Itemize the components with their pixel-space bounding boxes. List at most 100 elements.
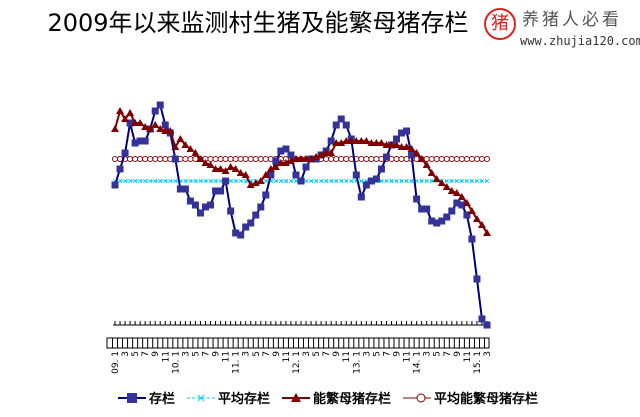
average-marker (187, 155, 194, 163)
data-point (256, 177, 265, 184)
average-marker (198, 178, 203, 184)
average-marker (203, 178, 208, 184)
data-point (241, 171, 250, 178)
average-marker (328, 155, 335, 163)
average-marker (188, 178, 193, 184)
x-tick-label: 5 (191, 351, 201, 357)
average-marker (127, 178, 133, 184)
average-marker (444, 178, 449, 184)
data-point (111, 181, 119, 189)
average-marker (399, 178, 404, 184)
data-point (337, 139, 346, 146)
data-point (352, 171, 360, 179)
average-marker (158, 178, 163, 184)
data-point (161, 121, 169, 129)
x-tick-label: 7 (382, 351, 392, 357)
data-point (387, 141, 396, 148)
average-marker (143, 178, 148, 184)
data-point (221, 167, 230, 174)
average-marker (363, 155, 370, 163)
x-tick-label: 7 (201, 351, 211, 357)
data-point (181, 141, 190, 148)
data-point (176, 135, 185, 142)
x-tick-label: 3 (302, 351, 312, 357)
data-point (438, 217, 446, 225)
data-point (457, 193, 466, 200)
x-tick-label: 3 (362, 351, 372, 357)
data-point (246, 181, 255, 188)
data-point (367, 177, 375, 185)
average-marker (424, 178, 429, 184)
x-tick-label: 11. 1 (232, 351, 242, 374)
data-point (247, 219, 255, 227)
average-marker (217, 155, 224, 163)
data-point (297, 177, 305, 185)
x-tick-label: 9 (393, 351, 403, 357)
x-tick-label: 5 (433, 351, 443, 357)
average-marker (453, 155, 460, 163)
average-marker (334, 178, 339, 184)
data-point (171, 155, 179, 163)
x-tick-label: 5 (372, 351, 382, 357)
data-point (281, 159, 290, 166)
average-marker (333, 155, 340, 163)
average-marker (278, 178, 284, 184)
data-point (317, 151, 326, 158)
data-point (332, 121, 340, 129)
average-marker (478, 155, 486, 163)
average-marker (468, 155, 475, 163)
data-point (377, 165, 385, 173)
data-point (111, 125, 119, 132)
data-point (226, 163, 235, 170)
data-point (342, 121, 350, 129)
average-marker (308, 178, 314, 184)
data-point (252, 211, 260, 219)
data-point (131, 119, 140, 126)
chart-title: 2009年以来监测村生猪及能繁母猪存栏 (47, 9, 469, 37)
average-marker (433, 155, 440, 163)
data-point (372, 139, 381, 146)
data-point (116, 107, 125, 114)
average-marker (227, 155, 234, 163)
average-marker (339, 178, 344, 184)
average-marker (208, 178, 213, 184)
data-point (186, 197, 194, 205)
average-marker (394, 178, 399, 184)
x-tick-label: 3 (483, 351, 493, 357)
average-marker (384, 178, 389, 184)
average-marker (247, 155, 254, 163)
data-point (236, 169, 245, 176)
average-marker (243, 178, 248, 184)
data-point (196, 155, 205, 162)
legend-item-sow-stock: 能繁母猪存栏 (282, 388, 391, 407)
average-marker (213, 178, 218, 184)
data-point (483, 229, 491, 236)
x-tick-label: 9 (151, 351, 161, 357)
average-marker (303, 178, 309, 184)
average-marker (138, 178, 143, 184)
x-tick-label: 13. 1 (352, 351, 362, 374)
average-marker (359, 178, 364, 184)
x-tick-label: 9 (453, 351, 463, 357)
data-point (121, 149, 129, 157)
average-marker (464, 178, 470, 184)
x-tick-label: 5 (252, 351, 262, 357)
data-point (257, 203, 265, 211)
average-marker (168, 178, 173, 184)
data-point (448, 207, 456, 215)
data-point (442, 183, 451, 190)
watermark: 猪 养猪人必看 www.zhujia120.com (482, 4, 640, 48)
legend: 存栏 平均存栏 能繁母猪存栏 平均能繁母猪存栏 (118, 388, 538, 407)
x-tick-label: 3 (242, 351, 252, 357)
data-point (201, 203, 209, 211)
data-point (342, 137, 351, 144)
average-marker (237, 155, 244, 163)
data-point (191, 201, 199, 209)
data-point (357, 137, 366, 144)
data-point (216, 165, 225, 172)
average-marker (428, 155, 435, 163)
data-point (171, 143, 180, 150)
x-tick-label: 11 (282, 351, 292, 362)
watermark-brand: 养猪人必看 (522, 10, 622, 30)
average-marker (344, 178, 349, 184)
